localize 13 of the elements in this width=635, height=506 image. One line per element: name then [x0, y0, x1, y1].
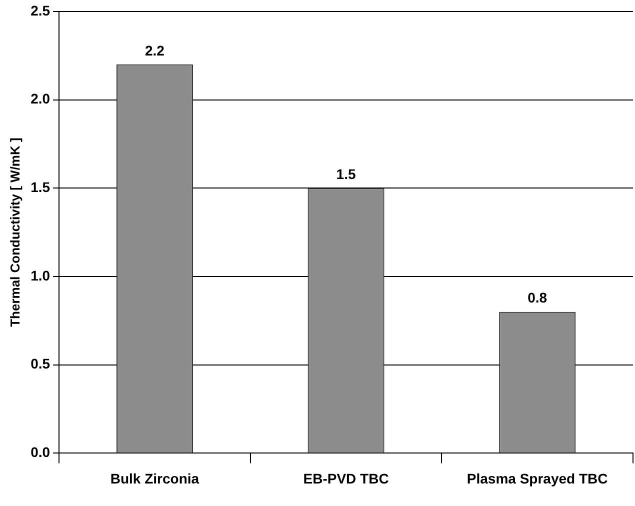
y-tick-label: 2.5 — [30, 2, 50, 18]
data-label: 2.2 — [144, 42, 165, 58]
data-label: 0.8 — [528, 290, 548, 306]
y-axis-title: Thermal Conductivity [ W/mK ] — [7, 138, 22, 327]
data-label: 1.5 — [336, 166, 356, 182]
y-tick-label: 1.5 — [30, 178, 50, 195]
y-tick-label: 1.0 — [30, 267, 50, 284]
y-tick-label: 0.0 — [30, 444, 50, 460]
x-tick-label: Bulk Zirconia — [110, 470, 200, 486]
y-tick-label: 2.0 — [30, 90, 50, 107]
x-tick-label: Plasma Sprayed TBC — [466, 470, 608, 486]
y-tick-label: 0.5 — [30, 356, 50, 372]
x-tick-label: EB-PVD TBC — [303, 470, 389, 486]
